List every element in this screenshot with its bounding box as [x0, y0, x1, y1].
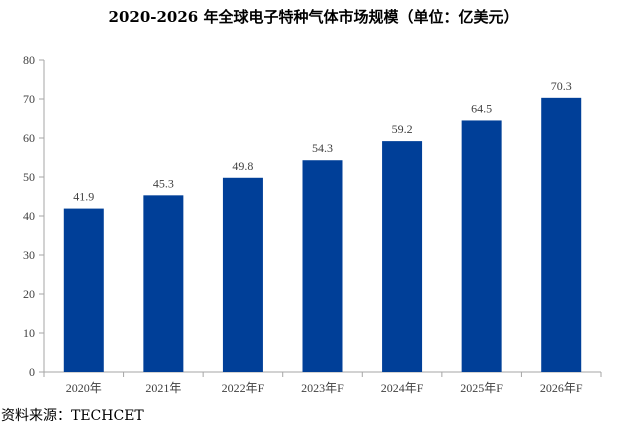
- data-label: 59.2: [392, 122, 413, 136]
- source-note: 资料来源：TECHCET: [1, 408, 144, 424]
- x-tick-label: 2024年F: [381, 381, 424, 395]
- x-tick-label: 2023年F: [301, 381, 344, 395]
- bar: [382, 141, 423, 372]
- data-label: 54.3: [312, 141, 333, 155]
- x-tick-label: 2025年F: [460, 381, 503, 395]
- x-axis: 2020年 2021年 2022年F 2023年F 2024年F 2025年F 2026年F: [43, 371, 602, 395]
- bar: [302, 160, 343, 372]
- y-tick-label: 40: [23, 209, 35, 223]
- y-axis: 0 10 20 30 40 50 60 70 80: [23, 53, 45, 379]
- data-labels: 41.9 45.3 49.8 54.3 59.2 64.5 70.3: [73, 79, 571, 204]
- bar: [461, 120, 502, 372]
- x-tick-label: 2022年F: [222, 381, 265, 395]
- bar: [143, 195, 184, 372]
- data-label: 64.5: [471, 101, 492, 115]
- x-tick-label: 2026年F: [540, 381, 583, 395]
- x-tick-label: 2020年: [66, 381, 102, 395]
- y-tick-label: 70: [23, 92, 35, 106]
- data-label: 41.9: [73, 190, 94, 204]
- bar: [222, 177, 263, 372]
- bar: [63, 208, 104, 372]
- x-tick-label: 2021年: [145, 381, 181, 395]
- bars: [63, 97, 582, 372]
- bar: [541, 97, 582, 372]
- y-tick-label: 0: [29, 365, 35, 379]
- y-tick-label: 30: [23, 248, 35, 262]
- y-tick-label: 80: [23, 53, 35, 67]
- y-tick-label: 10: [23, 326, 35, 340]
- y-tick-label: 20: [23, 287, 35, 301]
- data-label: 45.3: [153, 176, 174, 190]
- chart-title: 2020-2026 年全球电子特种气体市场规模（单位：亿美元）: [108, 8, 519, 26]
- y-tick-label: 50: [23, 170, 35, 184]
- data-label: 49.8: [232, 159, 253, 173]
- y-tick-label: 60: [23, 131, 35, 145]
- data-label: 70.3: [551, 79, 572, 93]
